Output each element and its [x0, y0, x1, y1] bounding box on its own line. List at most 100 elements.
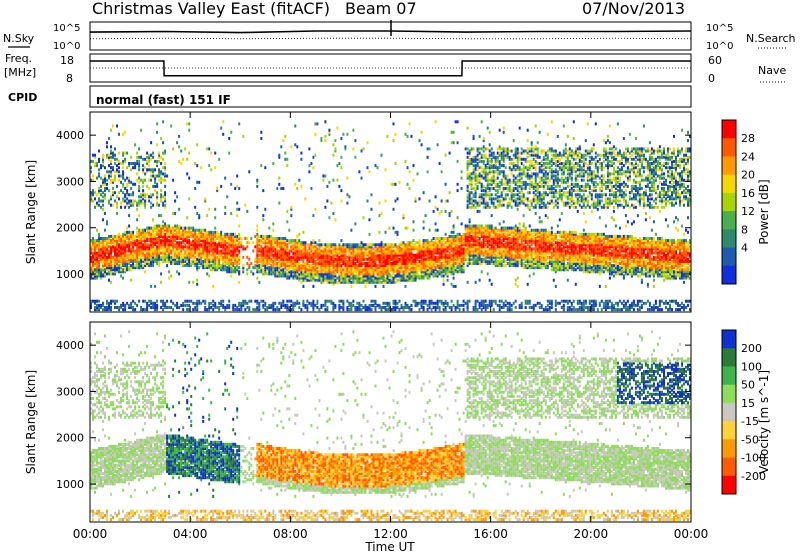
rti-cell [200, 245, 203, 249]
rti-cell [216, 255, 219, 259]
rti-cell [336, 245, 339, 249]
rti-cell [338, 257, 341, 261]
rti-cell [260, 268, 263, 272]
freq-label-2: [MHz] [4, 66, 36, 79]
rti-cell [400, 251, 403, 255]
rti-cell [242, 301, 245, 305]
rti-cell [428, 272, 431, 276]
rti-cell [352, 251, 355, 255]
rti-cell [464, 234, 467, 238]
rti-cell [110, 249, 112, 253]
rti-cell [274, 308, 277, 312]
rti-cell [322, 259, 325, 263]
rti-cell [362, 243, 365, 247]
rti-cell [146, 234, 149, 238]
rti-cell [194, 259, 197, 263]
rti-cell [480, 153, 483, 157]
rti-cell [404, 251, 407, 255]
rti-cell [274, 253, 277, 257]
rti-cell [476, 251, 479, 255]
rti-cell [114, 178, 116, 182]
rti-cell [266, 249, 269, 253]
rti-cell [110, 145, 112, 149]
rti-cell [94, 268, 96, 272]
rti-cell [276, 270, 279, 274]
rti-cell [114, 247, 116, 251]
rti-cell [472, 168, 475, 172]
rti-cell [318, 308, 321, 312]
rti-cell [316, 255, 319, 259]
rti-cell [480, 247, 483, 251]
rti-cell [188, 226, 191, 230]
rti-cell [488, 159, 491, 163]
rti-cell [336, 266, 339, 270]
rti-cell [462, 237, 465, 240]
rti-cell [310, 274, 313, 278]
rti-cell [130, 193, 133, 197]
rti-cell [114, 259, 116, 263]
rti-cell [242, 247, 245, 251]
rti-cell [208, 251, 211, 255]
rti-cell [228, 255, 231, 259]
rti-cell [158, 159, 161, 163]
rti-cell [374, 257, 377, 261]
rti-cell [148, 155, 151, 159]
rti-cell [396, 264, 399, 268]
rti-cell [212, 284, 215, 288]
rti-cell [152, 243, 155, 247]
rti-cell [230, 212, 233, 215]
rti-cell [242, 255, 245, 259]
rti-cell [490, 182, 493, 186]
rti-cell [452, 270, 455, 274]
rti-cell [454, 237, 457, 240]
rti-cell [474, 191, 477, 195]
rti-cell [384, 257, 387, 261]
rti-cell [390, 182, 393, 186]
rti-cell [296, 251, 299, 255]
rti-cell [100, 306, 102, 309]
rti-cell [100, 259, 102, 263]
rti-cell [298, 306, 301, 309]
rti-cell [294, 249, 297, 253]
rti-cell [232, 262, 235, 265]
rti-cell [378, 214, 381, 218]
rti-cell [388, 303, 391, 307]
rti-cell [304, 272, 307, 276]
rti-cell [176, 141, 179, 145]
rti-cell [382, 255, 385, 259]
rti-cell [312, 276, 315, 280]
rti-cell [198, 257, 201, 261]
rti-cell [336, 270, 339, 274]
rti-cell [268, 243, 271, 247]
rti-cell [256, 205, 259, 209]
rti-cell [208, 147, 211, 151]
rti-cell [426, 268, 429, 272]
rti-cell [216, 266, 219, 270]
rti-cell [432, 262, 435, 265]
rti-cell [446, 199, 449, 203]
rti-cell [158, 214, 161, 218]
rti-cell [352, 255, 355, 259]
rti-cell [292, 253, 295, 257]
rti-cell [260, 249, 263, 253]
rti-cell [438, 162, 441, 165]
rti-cell [424, 251, 427, 255]
rti-cell [216, 243, 219, 247]
rti-cell [492, 257, 495, 261]
rti-cell [138, 243, 141, 247]
rti-cell [196, 251, 199, 255]
rti-cell [148, 237, 151, 240]
rti-cell [448, 237, 451, 240]
rti-cell [96, 308, 98, 312]
rti-cell [260, 255, 263, 259]
rti-cell [472, 237, 475, 240]
rti-cell [120, 251, 122, 255]
rti-cell [416, 251, 419, 255]
rti-cell [350, 247, 353, 251]
rti-cell [158, 247, 161, 251]
rti-cell [432, 264, 435, 268]
rti-cell [418, 274, 421, 278]
rti-cell [286, 253, 289, 257]
rti-cell [132, 243, 135, 247]
rti-cell [236, 308, 239, 312]
